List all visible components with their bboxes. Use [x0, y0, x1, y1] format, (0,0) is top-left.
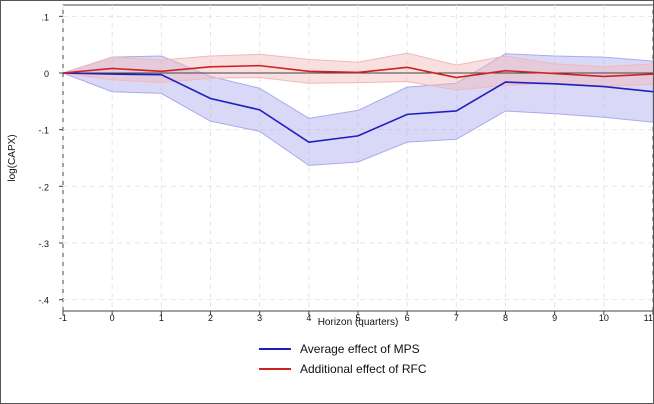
x-axis-title: Horizon (quarters)	[318, 317, 399, 328]
grid	[62, 5, 653, 311]
x-tick-label: 9	[552, 313, 557, 323]
x-tick-label: 11	[644, 313, 653, 323]
y-tick-label: -.3	[38, 239, 49, 249]
y-tick-label: -.2	[38, 182, 49, 192]
legend: Average effect of MPS Additional effect …	[259, 342, 427, 376]
x-tick-label: 0	[110, 313, 115, 323]
confidence-band-rfc	[62, 52, 653, 91]
x-tick-label: 10	[599, 313, 609, 323]
x-tick-label: 2	[208, 313, 213, 323]
series-line-rfc	[62, 64, 653, 79]
y-tick-label: .1	[41, 12, 49, 22]
legend-label-rfc: Additional effect of RFC	[300, 362, 427, 376]
series-line-mps	[62, 72, 653, 143]
x-tick-label: 7	[454, 313, 459, 323]
x-tick-label: 5	[355, 313, 360, 323]
x-tick-label: 3	[257, 313, 262, 323]
legend-label-mps: Average effect of MPS	[300, 342, 420, 356]
y-axis: .1 0 -.1 -.2 -.3 -.4	[38, 12, 63, 306]
series-lines	[62, 64, 653, 143]
y-axis-title: log(CAPX)	[7, 134, 18, 181]
y-tick-label: -.1	[38, 126, 49, 136]
y-tick-label: 0	[44, 69, 49, 79]
x-tick-label: -1	[59, 313, 67, 323]
x-axis: -1 0 1 2 3 4 5 6 7 8 9 10 11	[59, 311, 653, 323]
x-tick-label: 6	[405, 313, 410, 323]
x-tick-label: 4	[306, 313, 311, 323]
x-tick-label: 8	[503, 313, 508, 323]
x-tick-label: 1	[159, 313, 164, 323]
y-tick-label: -.4	[38, 296, 49, 306]
